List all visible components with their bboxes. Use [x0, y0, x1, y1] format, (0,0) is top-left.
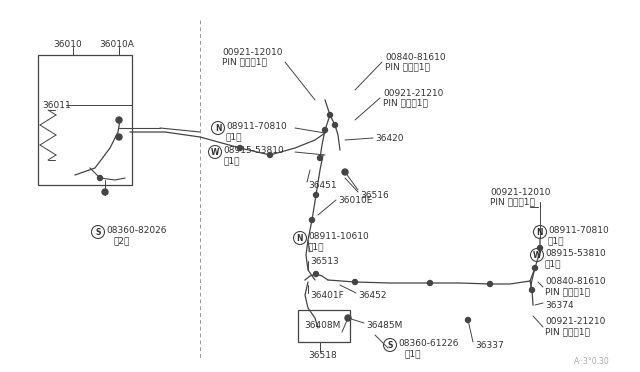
Text: 36420: 36420	[375, 134, 403, 142]
Circle shape	[328, 112, 333, 118]
Text: PIN ピン〨1）: PIN ピン〨1）	[385, 62, 430, 71]
Text: 36513: 36513	[310, 257, 339, 266]
Text: 36011: 36011	[42, 100, 71, 109]
Text: 00921-12010: 00921-12010	[222, 48, 282, 57]
Circle shape	[529, 288, 534, 292]
Circle shape	[428, 280, 433, 285]
Circle shape	[268, 153, 273, 157]
Text: 36337: 36337	[475, 340, 504, 350]
Text: （1）: （1）	[226, 132, 243, 141]
Text: 08911-10610: 08911-10610	[308, 231, 369, 241]
Text: 08915-53810: 08915-53810	[223, 145, 284, 154]
Text: PIN ピン（1）: PIN ピン（1）	[222, 58, 267, 67]
Circle shape	[538, 246, 543, 250]
Text: 36408M: 36408M	[304, 321, 340, 330]
Text: 36010A: 36010A	[99, 39, 134, 48]
Text: W: W	[533, 250, 541, 260]
Text: 08915-53810: 08915-53810	[545, 248, 605, 257]
Text: 08360-82026: 08360-82026	[106, 225, 166, 234]
Text: （1）: （1）	[545, 260, 561, 269]
Text: PIN ピン〨1）: PIN ピン〨1）	[545, 288, 590, 296]
Text: 36485M: 36485M	[366, 321, 403, 330]
Text: W: W	[211, 148, 219, 157]
Circle shape	[116, 134, 122, 140]
Text: N: N	[537, 228, 543, 237]
Text: （1）: （1）	[548, 237, 564, 246]
Text: 36452: 36452	[358, 292, 387, 301]
Text: N: N	[297, 234, 303, 243]
Text: PIN ピン〨1）: PIN ピン〨1）	[383, 99, 428, 108]
Circle shape	[116, 117, 122, 123]
Circle shape	[310, 218, 314, 222]
Circle shape	[532, 266, 538, 270]
Bar	[298, 310, 350, 342]
Text: N: N	[215, 124, 221, 132]
Text: 36451: 36451	[308, 180, 337, 189]
Text: 36518: 36518	[308, 350, 337, 359]
Text: 36010: 36010	[53, 39, 82, 48]
Text: 08360-61226: 08360-61226	[398, 339, 458, 347]
Circle shape	[97, 176, 102, 180]
Text: PIN ピン〨1）: PIN ピン〨1）	[490, 198, 535, 206]
Circle shape	[353, 279, 358, 285]
Text: 00921-21210: 00921-21210	[383, 89, 444, 97]
Text: 00921-21210: 00921-21210	[545, 317, 605, 327]
Text: 36010E: 36010E	[338, 196, 372, 205]
Text: 00921-12010: 00921-12010	[490, 187, 550, 196]
Text: 00840-81610: 00840-81610	[545, 278, 605, 286]
Circle shape	[488, 282, 493, 286]
Text: （1）: （1）	[308, 243, 324, 251]
Text: （2）: （2）	[113, 237, 129, 246]
Circle shape	[342, 169, 348, 175]
Text: （1）: （1）	[223, 157, 239, 166]
Text: A··3°0.30: A··3°0.30	[574, 357, 610, 366]
Text: 36401F: 36401F	[310, 292, 344, 301]
Circle shape	[102, 189, 108, 195]
Circle shape	[314, 192, 319, 198]
Text: PIN ピン〨1）: PIN ピン〨1）	[545, 327, 590, 337]
Circle shape	[237, 145, 243, 151]
Text: 36374: 36374	[545, 301, 573, 311]
Circle shape	[345, 315, 351, 321]
Text: 00840-81610: 00840-81610	[385, 52, 445, 61]
Text: 08911-70810: 08911-70810	[226, 122, 287, 131]
Circle shape	[323, 128, 328, 132]
Text: S: S	[95, 228, 100, 237]
Text: 08911-70810: 08911-70810	[548, 225, 609, 234]
Text: S: S	[387, 340, 393, 350]
Circle shape	[314, 272, 319, 276]
Bar	[38, 55, 132, 185]
Text: 36516: 36516	[360, 190, 388, 199]
Circle shape	[333, 122, 337, 128]
Text: （1）: （1）	[405, 350, 422, 359]
Circle shape	[465, 317, 470, 323]
Circle shape	[317, 155, 323, 160]
